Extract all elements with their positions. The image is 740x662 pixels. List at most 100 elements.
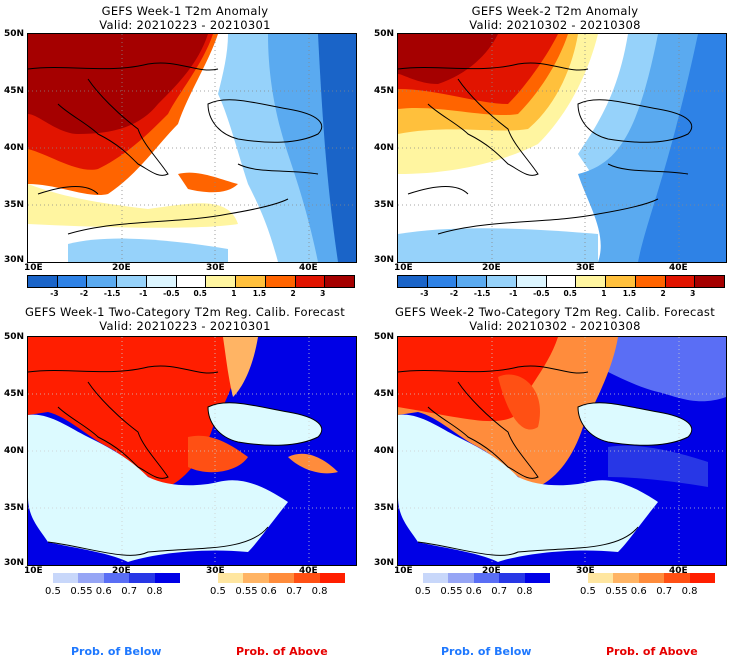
colorbar-tick-label: 1.5 [622,289,637,298]
colorbar-segment [154,573,180,583]
lat-label: 40N [3,446,24,456]
colorbar-segment [28,276,58,287]
colorbar-tick-label: 0.5 [210,586,226,597]
lat-label: 45N [3,86,24,96]
probability-map [397,336,727,566]
colorbar-segment [53,573,79,583]
panel-title: GEFS Week-1 Two-Category T2m Reg. Calib.… [24,305,346,319]
colorbar-segment [613,573,639,583]
colorbar-tick-label: 0.8 [146,586,163,597]
colorbar-tick-label: 0.55 [440,586,463,597]
colorbar-tick-label: -1 [509,289,518,298]
panel-valid-dates: Valid: 20210302 - 20210308 [469,319,641,333]
colorbar-segment [236,276,266,287]
prob-below-colorbar [53,573,180,583]
lat-label: 35N [373,200,394,210]
colorbar-segment [423,573,449,583]
lat-label: 30N [3,558,24,568]
colorbar-segment [243,573,269,583]
colorbar-segment [457,276,488,287]
colorbar-tick-label: 0.6 [95,586,112,597]
map-svg-3 [28,337,356,565]
colorbar-tick-label: 0.8 [516,586,533,597]
lon-label: 30E [206,566,225,576]
colorbar-tick-label: -3 [420,289,429,298]
colorbar-tick-label: 0.6 [260,586,277,597]
prob-below-label: Prob. of Below [441,645,532,658]
colorbar-segment [325,276,355,287]
prob-below-colorbar [423,573,550,583]
colorbar-segment [473,573,500,583]
lon-label: 20E [112,263,131,273]
coastlines [28,62,323,235]
map-svg-2 [398,34,726,262]
colorbar-tick-label: 1.5 [252,289,267,298]
lat-label: 45N [373,389,394,399]
colorbar-tick-label: 0.5 [193,289,207,298]
lat-label: 30N [373,558,394,568]
colorbar-segment [78,573,104,583]
panel-week1-anomaly: GEFS Week-1 T2m Anomaly Valid: 20210223 … [0,0,370,300]
colorbar-tick-label: -2 [79,289,89,298]
prob-above-colorbar [588,573,715,583]
prob-above-label: Prob. of Above [606,645,698,658]
colorbar-segment [665,276,696,287]
coastlines [28,365,323,556]
colorbar-tick-label: 0.55 [70,586,93,597]
colorbar-tick-label: -0.5 [163,289,180,298]
colorbar-tick-label: 3 [690,289,696,298]
panel-valid-dates: Valid: 20210223 - 20210301 [99,319,271,333]
map-svg-4 [398,337,726,565]
colorbar-tick-label: -1.5 [103,289,121,298]
anomaly-map [27,33,357,263]
lat-label: 50N [373,29,394,39]
prob-above-label: Prob. of Above [236,645,328,658]
colorbar-segment [487,276,517,287]
coastlines [398,62,693,235]
colorbar-segment [499,573,525,583]
colorbar-segment [103,573,130,583]
colorbar-segment [427,276,458,287]
colorbar-segment [268,573,295,583]
colorbar-tick-label: 1 [601,289,607,298]
lon-label: 10E [24,263,43,273]
lon-label: 10E [24,566,43,576]
colorbar-segment [524,573,550,583]
panel-valid-dates: Valid: 20210302 - 20210308 [469,18,641,32]
colorbar-segment [606,276,636,287]
lon-label: 30E [576,566,595,576]
colorbar-segment [146,276,177,287]
panel-title: GEFS Week-1 T2m Anomaly [101,4,269,18]
lat-label: 40N [3,143,24,153]
colorbar-tick-label: 0.55 [605,586,628,597]
probability-map [27,336,357,566]
anomaly-colorbar [397,275,725,288]
prob-above-colorbar [218,573,345,583]
lon-label: 20E [482,566,501,576]
colorbar-segment [87,276,118,287]
lat-label: 40N [373,446,394,456]
colorbar-segment [129,573,155,583]
colorbar-segment [635,276,666,287]
lat-label: 35N [3,200,24,210]
lat-label: 45N [3,389,24,399]
colorbar-tick-label: -2 [449,289,459,298]
lat-label: 30N [3,255,24,265]
colorbar-tick-label: 0.7 [286,586,303,597]
colorbar-segment [689,573,715,583]
map-svg-1 [28,34,356,262]
colorbar-segment [448,573,474,583]
colorbar-segment [588,573,614,583]
colorbar-tick-label: 0.5 [415,586,431,597]
panel-title: GEFS Week-2 Two-Category T2m Reg. Calib.… [394,305,716,319]
panel-week2-anomaly: GEFS Week-2 T2m Anomaly Valid: 20210302 … [370,0,740,300]
colorbar-segment [398,276,428,287]
colorbar-segment [294,573,320,583]
colorbar-tick-label: 0.8 [311,586,328,597]
colorbar-segment [57,276,88,287]
colorbar-tick-label: 2 [660,289,666,298]
colorbar-segment [176,276,207,287]
colorbar-tick-label: 3 [320,289,326,298]
coastlines [398,365,693,556]
panel-week2-prob: GEFS Week-2 Two-Category T2m Reg. Calib.… [370,305,740,662]
